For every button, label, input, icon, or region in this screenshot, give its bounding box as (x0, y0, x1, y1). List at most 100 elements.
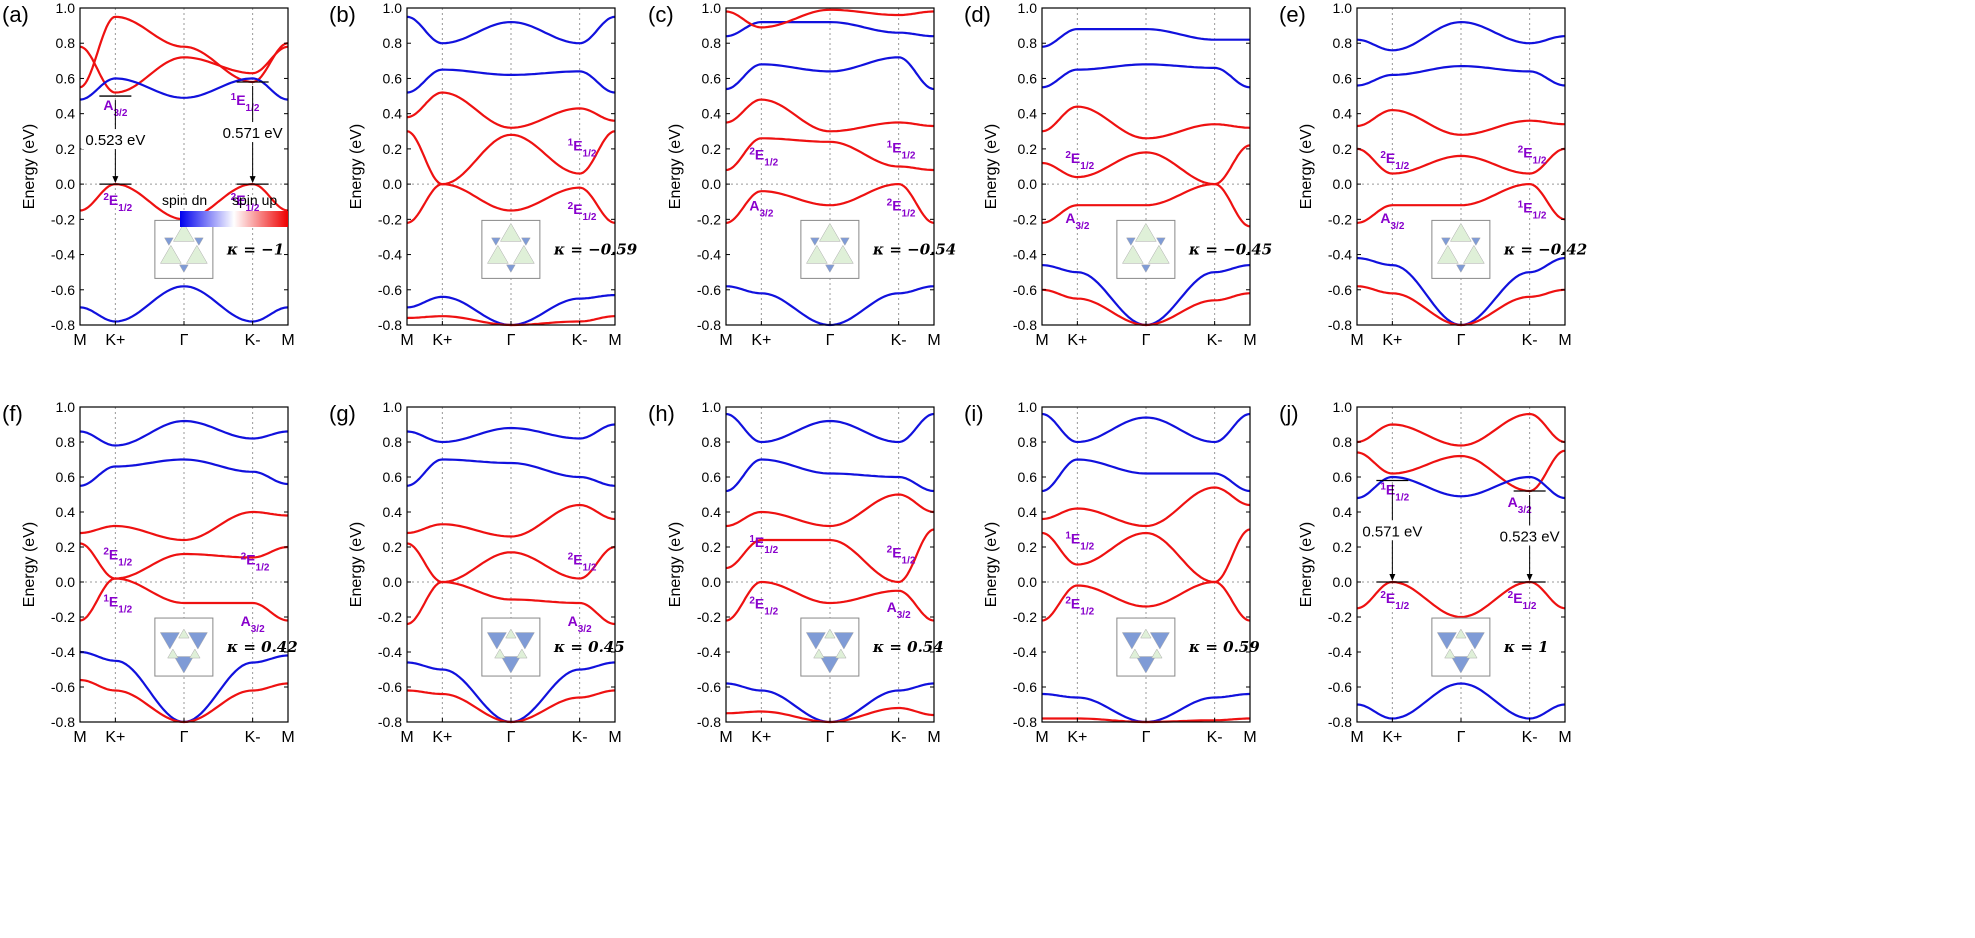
y-tick-label: 0.2 (56, 141, 76, 157)
kagome-triangle-up (513, 244, 535, 264)
y-tick-label: 1.0 (56, 399, 76, 415)
y-tick-label: 0.6 (702, 70, 722, 86)
band-line-up (79, 577, 289, 622)
x-tick-label: Γ (1457, 729, 1466, 746)
y-tick-label: -0.2 (378, 609, 402, 625)
x-tick-label: K- (1522, 332, 1538, 349)
band-line-down (406, 15, 616, 45)
kagome-triangle-down (825, 264, 835, 273)
y-tick-label: 0.0 (56, 176, 76, 192)
kagome-triangle-down (164, 237, 174, 246)
y-tick-label: 0.6 (1333, 70, 1353, 86)
gap-text-bg (218, 122, 287, 143)
y-tick-label: -0.8 (1013, 317, 1037, 333)
kagome-triangle-down (1450, 656, 1471, 674)
y-tick-label: 0.2 (1333, 141, 1353, 157)
x-tick-label: M (281, 332, 294, 349)
y-tick-label: 0.2 (383, 539, 403, 555)
x-tick-label: K+ (432, 729, 452, 746)
x-tick-label: M (400, 332, 413, 349)
y-tick-label: -0.8 (378, 714, 402, 730)
y-tick-label: 0.0 (1018, 574, 1038, 590)
y-axis-label: Energy (eV) (1298, 522, 1315, 607)
y-tick-label: 0.8 (1018, 35, 1038, 51)
panel-label: (c) (648, 2, 674, 27)
x-tick-label: K- (245, 729, 261, 746)
gap-text-bg (1358, 520, 1427, 541)
band-line-up (406, 542, 616, 584)
panel-label: (j) (1279, 401, 1299, 426)
band-line-down (725, 458, 935, 493)
kappa-label: κ = 0.42 (226, 638, 298, 656)
gap-arrow-head (1389, 574, 1396, 581)
panel-label: (d) (964, 2, 991, 27)
state-label-3: 2E1/2 (887, 197, 916, 219)
y-tick-label: -0.4 (1013, 644, 1037, 660)
x-tick-label: M (1558, 729, 1571, 746)
y-tick-label: -0.6 (697, 679, 721, 695)
kagome-triangle-up (1444, 648, 1456, 659)
y-tick-label: 1.0 (56, 0, 76, 16)
y-tick-label: 0.8 (383, 434, 403, 450)
gap-arrow-head (249, 176, 256, 184)
y-tick-label: 0.0 (1333, 574, 1353, 590)
y-tick-label: 0.4 (1018, 504, 1038, 520)
y-tick-label: 0.4 (1333, 106, 1353, 122)
band-line-down (1041, 412, 1251, 444)
kagome-triangle-up (494, 648, 506, 659)
x-tick-label: K- (1207, 729, 1223, 746)
band-line-up (1041, 528, 1251, 584)
y-tick-label: -0.4 (378, 644, 402, 660)
kagome-triangle-up (806, 244, 828, 264)
kagome-triangle-down (1149, 632, 1170, 650)
panel-label: (i) (964, 401, 984, 426)
state-label-1: 2E1/2 (1065, 595, 1094, 617)
state-label-0: 1E1/2 (749, 534, 778, 556)
y-tick-label: 0.4 (56, 504, 76, 520)
x-tick-label: M (1350, 332, 1363, 349)
panel-j: -0.8 -0.6 -0.4 -0.2 0.0 0.2 0.4 0.6 0.8 1.0 M K+ Γ K-… (1279, 399, 1572, 746)
kagome-triangle-up (505, 628, 517, 639)
panel-c: -0.8 -0.6 -0.4 -0.2 0.0 0.2 0.4 0.6 0.8 1.0 M K+ Γ K-… (648, 0, 956, 349)
x-tick-label: K- (1207, 332, 1223, 349)
y-tick-label: 0.0 (383, 574, 403, 590)
x-tick-label: K+ (1382, 729, 1402, 746)
y-tick-label: 0.4 (383, 106, 403, 122)
band-line-down (725, 21, 934, 38)
state-label-0: 2E1/2 (103, 546, 132, 568)
kagome-triangle-down (179, 264, 189, 273)
y-tick-label: 0.2 (56, 539, 76, 555)
x-tick-label: M (1243, 332, 1256, 349)
y-tick-label: 0.8 (56, 434, 76, 450)
band-line-up (725, 98, 934, 133)
band-line-up (1356, 147, 1566, 175)
kagome-triangle-up (1450, 222, 1472, 242)
band-line-up (725, 137, 934, 172)
y-tick-label: 0.6 (383, 469, 403, 485)
kagome-triangle-down (506, 264, 516, 273)
state-label-2: A3/2 (1508, 494, 1532, 516)
x-tick-label: M (927, 729, 940, 746)
band-line-down (79, 458, 289, 487)
y-tick-label: 0.6 (1333, 469, 1353, 485)
band-line-down (406, 68, 616, 94)
kappa-label: κ = −0.45 (1188, 240, 1272, 258)
kagome-triangle-up (186, 244, 208, 264)
kagome-triangle-down (1441, 237, 1451, 246)
y-tick-label: 0.2 (702, 539, 722, 555)
panel-h: -0.8 -0.6 -0.4 -0.2 0.0 0.2 0.4 0.6 0.8 1.0 M K+ Γ K-… (648, 399, 944, 746)
y-tick-label: -0.2 (1328, 211, 1352, 227)
x-tick-label: K+ (105, 332, 125, 349)
y-axis-label: Energy (eV) (1298, 124, 1315, 209)
kagome-triangle-up (160, 244, 182, 264)
kagome-triangle-down (1471, 237, 1481, 246)
state-label-0: A3/2 (103, 97, 127, 119)
x-tick-label: M (281, 729, 294, 746)
band-line-up (79, 678, 288, 724)
y-tick-label: 0.6 (383, 70, 403, 86)
y-tick-label: 1.0 (1333, 0, 1353, 16)
state-label-3: A3/2 (241, 613, 265, 635)
colorbar-gradient (180, 211, 288, 227)
kappa-label: κ = 1 (1503, 638, 1549, 656)
